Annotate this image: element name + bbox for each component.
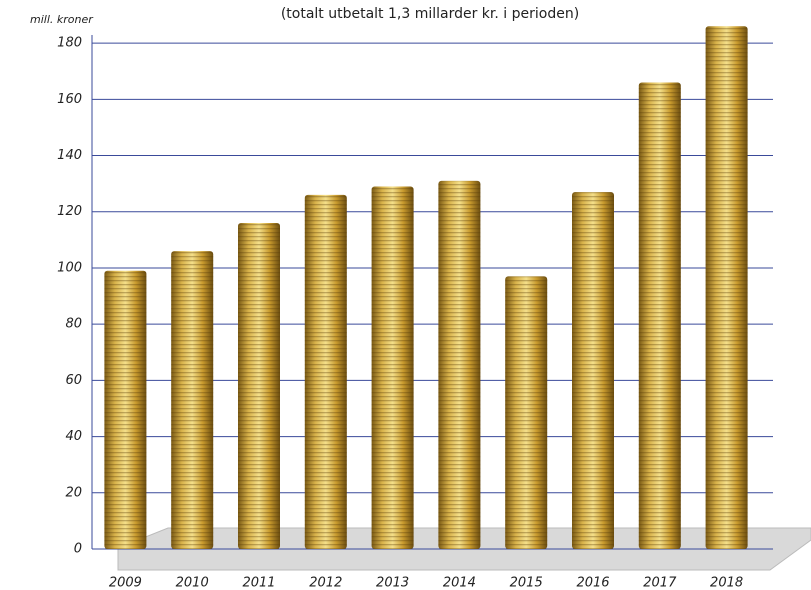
- bar-texture: [572, 192, 614, 549]
- x-tick-label: 2009: [109, 576, 142, 590]
- x-tick-label: 2016: [576, 576, 609, 590]
- x-tick-label: 2012: [309, 576, 342, 590]
- y-tick-label: 60: [65, 373, 82, 388]
- y-tick-label: 0: [74, 542, 82, 557]
- bar-texture: [104, 270, 147, 549]
- x-tick-label: 2017: [643, 576, 677, 590]
- bar-texture: [238, 222, 280, 549]
- bar-texture: [638, 82, 681, 549]
- bar-texture: [304, 194, 347, 549]
- x-tick-label: 2015: [510, 576, 543, 590]
- x-tick-label: 2011: [242, 576, 275, 590]
- x-tick-label: 2018: [710, 576, 743, 590]
- y-tick-label: 40: [65, 429, 82, 444]
- bar-texture: [371, 186, 414, 549]
- x-tick-label: 2013: [376, 576, 409, 590]
- chart-subtitle: (totalt utbetalt 1,3 millarder kr. i per…: [281, 6, 579, 22]
- y-axis-label: mill. kroner: [30, 13, 94, 26]
- y-tick-label: 80: [65, 317, 82, 332]
- y-tick-label: 140: [57, 148, 82, 163]
- y-tick-label: 120: [57, 204, 82, 219]
- y-tick-label: 20: [65, 485, 82, 500]
- bar-texture: [171, 251, 214, 549]
- x-tick-label: 2010: [176, 576, 209, 590]
- bar-texture: [505, 276, 548, 549]
- y-tick-label: 160: [57, 92, 82, 107]
- y-tick-label: 100: [57, 260, 82, 275]
- y-tick-label: 180: [57, 36, 82, 51]
- bar-texture: [705, 26, 748, 549]
- bar-texture: [438, 180, 481, 550]
- x-tick-label: 2014: [443, 576, 476, 590]
